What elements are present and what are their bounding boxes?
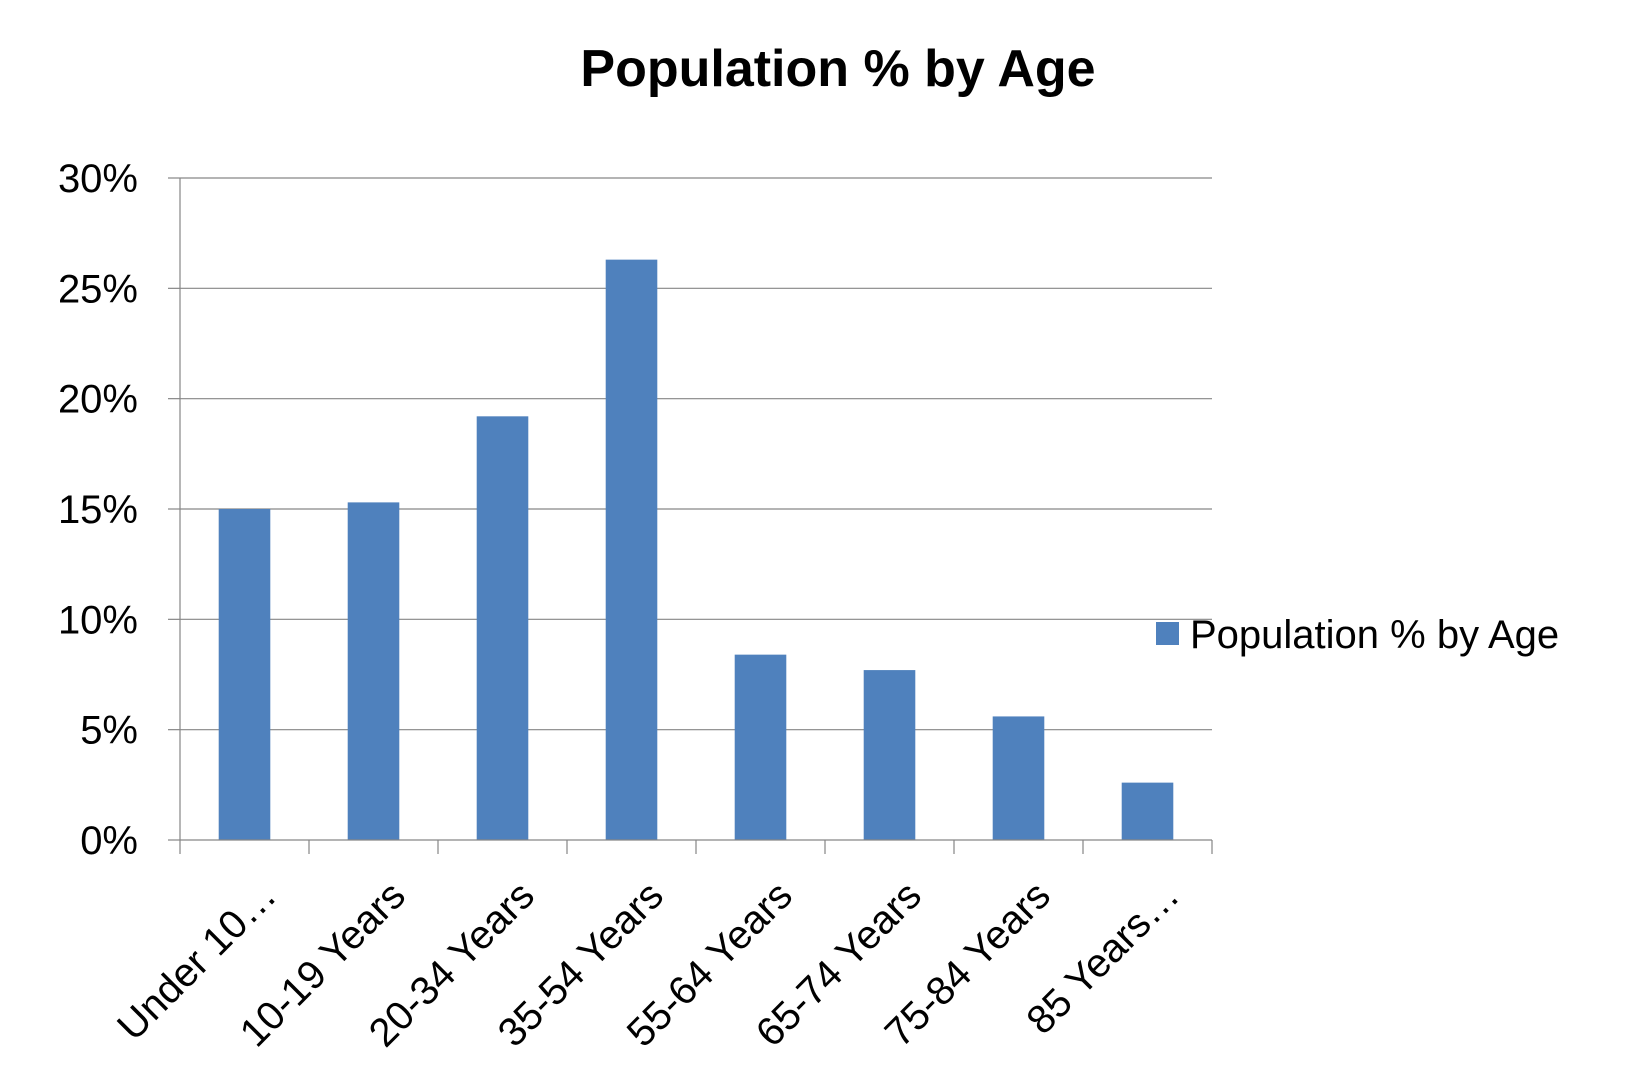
bar <box>476 416 529 840</box>
y-tick-label: 20% <box>58 378 138 422</box>
bar <box>1121 782 1174 840</box>
bar <box>863 670 916 840</box>
legend: Population % by Age <box>1156 613 1559 657</box>
legend-label: Population % by Age <box>1190 613 1559 657</box>
y-tick-label: 5% <box>80 709 138 753</box>
bar <box>347 502 400 840</box>
y-tick-label: 10% <box>58 598 138 642</box>
y-tick-label: 0% <box>80 819 138 863</box>
bar <box>218 509 271 840</box>
gridlines <box>180 177 1212 731</box>
bar <box>605 259 658 840</box>
bars <box>218 259 1174 840</box>
y-axis-tick-labels: 0% 5% 10% 15% 20% 25% 30% <box>58 157 138 863</box>
bar <box>992 716 1045 840</box>
y-tick-label: 25% <box>58 267 138 311</box>
axes <box>168 177 1213 854</box>
y-tick-label: 15% <box>58 488 138 532</box>
chart-title: Population % by Age <box>580 40 1095 98</box>
bar <box>734 654 787 840</box>
y-tick-label: 30% <box>58 157 138 201</box>
legend-swatch <box>1156 622 1179 645</box>
